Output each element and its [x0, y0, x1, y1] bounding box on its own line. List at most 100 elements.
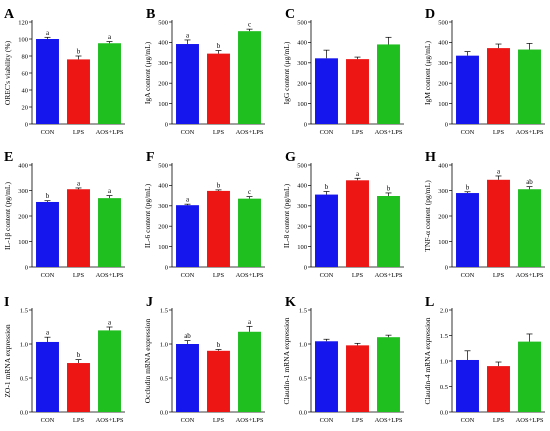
y-tick-label: 0.0	[299, 409, 307, 416]
bar-aos-lps	[518, 189, 541, 267]
panel-f: F IL-6 content (pg/mL) 0 100 200 300 400 500 a CO…	[143, 150, 265, 279]
y-tick-label: 200	[158, 81, 168, 88]
y-tick-label: 400	[18, 162, 28, 169]
x-tick-label: CON	[41, 129, 55, 136]
bar-con	[315, 341, 338, 412]
x-tick-label: LPS	[213, 417, 225, 424]
y-tick-label: 400	[438, 40, 448, 47]
panel-label: G	[285, 150, 296, 165]
bar-aos-lps	[377, 196, 400, 267]
panel-label: D	[425, 7, 435, 22]
bar-lps	[207, 53, 230, 125]
y-tick-label: 0.5	[160, 375, 168, 382]
x-tick-label: CON	[320, 129, 334, 136]
x-tick-label: CON	[181, 129, 195, 136]
x-tick-label: AOS+LPS	[375, 272, 403, 279]
y-tick-label: 300	[297, 203, 307, 210]
y-axis-label: IgA content (μg/mL)	[143, 41, 152, 104]
x-tick-label: LPS	[213, 129, 225, 136]
significance-letter: a	[108, 319, 112, 327]
x-tick-label: CON	[320, 272, 334, 279]
bar-lps	[67, 59, 90, 124]
y-tick-label: 300	[158, 203, 168, 210]
y-tick-label: 80	[22, 53, 29, 60]
significance-letter: b	[77, 48, 81, 56]
significance-letter: ab	[184, 332, 191, 340]
panel-label: J	[146, 295, 153, 310]
y-tick-label: 100	[18, 36, 28, 43]
bar-lps	[346, 345, 369, 412]
y-axis-label: Claudin-4 mRNA expression	[423, 317, 432, 404]
x-tick-label: LPS	[352, 129, 364, 136]
y-axis-label: OREC's viability (%)	[3, 40, 12, 105]
significance-letter: c	[248, 188, 251, 196]
x-tick-label: CON	[461, 272, 475, 279]
y-axis-label: IL-8 content (pg/mL)	[282, 183, 291, 248]
bar-con	[36, 341, 59, 412]
panel-i: I ZO-1 mRNA expression 0.0 0.5 1.0 1.5 a CON b LP…	[3, 295, 125, 424]
y-tick-label: 0.0	[20, 409, 28, 416]
x-tick-label: LPS	[73, 129, 85, 136]
panel-label: L	[425, 295, 434, 310]
panel-a: A OREC's viability (%) 0 20 40 60 80 100 120 a CON…	[3, 7, 125, 136]
panel-c: C IgG content (μg/mL) 0 100 200 300 400 500 CON L…	[282, 7, 404, 136]
y-tick-label: 500	[297, 19, 307, 26]
bar-aos-lps	[98, 43, 121, 124]
y-tick-label: 0.0	[440, 409, 448, 416]
significance-letter: b	[46, 192, 50, 200]
x-tick-label: AOS+LPS	[516, 129, 544, 136]
y-tick-label: 500	[158, 19, 168, 26]
y-tick-label: 1.5	[20, 307, 28, 314]
bar-lps	[346, 59, 369, 124]
y-axis-label: IgM content (μg/mL)	[423, 40, 432, 105]
y-axis-label: IL-1β content (pg/mL)	[3, 182, 12, 250]
y-tick-label: 0	[304, 121, 307, 128]
y-tick-label: 200	[158, 224, 168, 231]
y-tick-label: 400	[158, 183, 168, 190]
y-tick-label: 0	[25, 121, 28, 128]
bar-lps	[207, 190, 230, 267]
y-tick-label: 0	[445, 264, 448, 271]
panel-label: B	[146, 7, 155, 22]
bar-lps	[67, 189, 90, 267]
x-tick-label: LPS	[352, 417, 364, 424]
y-tick-label: 0.5	[20, 375, 28, 382]
y-tick-label: 0	[25, 264, 28, 271]
x-tick-label: AOS+LPS	[236, 272, 264, 279]
bar-lps	[487, 366, 510, 412]
bar-con	[176, 44, 199, 125]
y-tick-label: 2.0	[440, 307, 448, 314]
y-tick-label: 500	[438, 19, 448, 26]
panel-label: A	[4, 7, 15, 22]
significance-letter: a	[108, 187, 112, 195]
y-axis-label: Claudin-1 mRNA expression	[282, 317, 291, 404]
y-tick-label: 200	[297, 224, 307, 231]
x-tick-label: CON	[320, 417, 334, 424]
x-tick-label: CON	[461, 417, 475, 424]
x-tick-label: LPS	[493, 417, 505, 424]
y-axis-label: Occludin mRNA expression	[143, 318, 152, 403]
y-tick-label: 0	[165, 264, 168, 271]
significance-letter: a	[46, 29, 50, 37]
x-tick-label: CON	[41, 417, 55, 424]
panel-label: C	[285, 7, 295, 22]
y-tick-label: 200	[18, 213, 28, 220]
x-tick-label: AOS+LPS	[516, 272, 544, 279]
bar-aos-lps	[98, 330, 121, 412]
y-tick-label: 400	[438, 162, 448, 169]
y-tick-label: 300	[18, 188, 28, 195]
bar-aos-lps	[238, 31, 261, 124]
bar-aos-lps	[377, 44, 400, 124]
bar-lps	[207, 350, 230, 412]
y-tick-label: 200	[297, 81, 307, 88]
y-tick-label: 1.5	[440, 333, 448, 340]
panel-label: H	[425, 150, 436, 165]
y-tick-label: 100	[18, 239, 28, 246]
bar-lps	[346, 180, 369, 267]
y-tick-label: 200	[438, 213, 448, 220]
y-tick-label: 100	[438, 239, 448, 246]
y-tick-label: 400	[158, 40, 168, 47]
y-tick-label: 1.0	[20, 341, 28, 348]
